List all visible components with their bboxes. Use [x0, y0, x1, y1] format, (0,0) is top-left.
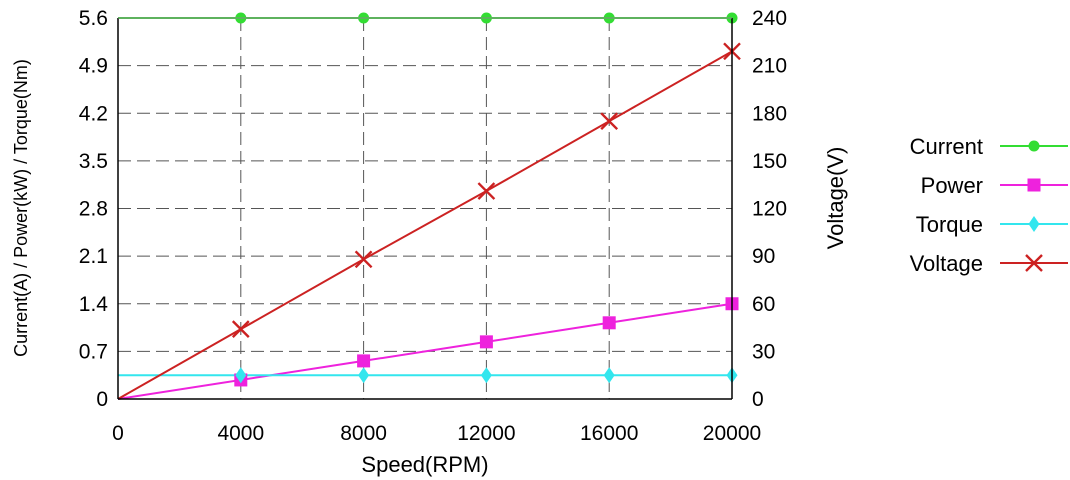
x-axis-title: Speed(RPM)	[361, 452, 488, 477]
power-series-line	[117, 302, 733, 400]
y-left-axis-title: Current(A) / Power(kW) / Torque(Nm)	[11, 59, 31, 357]
torque-data-point	[235, 367, 247, 384]
legend-item-current: Current	[910, 134, 1068, 159]
y-right-tick-label: 120	[752, 198, 787, 221]
x-tick-label: 20000	[703, 422, 761, 445]
voltage-data-point	[231, 320, 250, 338]
legend-item-torque: Torque	[916, 212, 1068, 237]
x-tick-label: 8000	[340, 422, 387, 445]
power-data-point	[479, 335, 493, 349]
x-tick-label: 16000	[580, 422, 638, 445]
series-markers	[231, 12, 741, 387]
y-left-tick-label: 0.7	[79, 340, 108, 363]
y-right-tick-label: 90	[752, 245, 775, 268]
y-left-tick-label: 2.8	[79, 198, 108, 221]
voltage-series-line	[117, 50, 733, 400]
legend-item-power: Power	[921, 173, 1068, 198]
y-left-tick-label: 2.1	[79, 245, 108, 268]
voltage-data-point	[354, 250, 373, 269]
legend-label: Voltage	[910, 251, 983, 276]
legend-label: Power	[921, 173, 983, 198]
axes	[117, 17, 733, 400]
voltage-data-point	[477, 182, 496, 200]
power-data-point	[602, 316, 616, 330]
torque-data-point	[358, 367, 370, 384]
y-right-axis-title: Voltage(V)	[823, 147, 848, 250]
grid-lines	[118, 18, 732, 399]
voltage-data-point	[600, 112, 619, 131]
legend-item-voltage: Voltage	[910, 251, 1068, 276]
power-data-point	[357, 354, 371, 368]
y-left-tick-label: 4.2	[79, 102, 108, 125]
y-left-tick-label: 3.5	[79, 150, 108, 173]
y-right-tick-label: 0	[752, 388, 764, 411]
torque-data-point	[603, 367, 615, 384]
legend-marker	[1025, 254, 1043, 272]
x-tick-label: 12000	[457, 422, 515, 445]
y-right-tick-label: 210	[752, 55, 787, 78]
y-right-tick-label: 240	[752, 7, 787, 30]
legend-label: Torque	[916, 212, 983, 237]
y-left-tick-label: 5.6	[79, 7, 108, 30]
legend-marker	[1028, 216, 1040, 232]
x-tick-label: 4000	[217, 422, 264, 445]
legend-label: Current	[910, 134, 983, 159]
legend-marker	[1027, 178, 1041, 192]
legend: Current Power Torque Voltage	[910, 134, 1068, 276]
y-left-tick-label: 1.4	[79, 293, 109, 316]
legend-marker	[1028, 140, 1040, 152]
y-right-tick-label: 30	[752, 340, 775, 363]
y-left-tick-label: 4.9	[79, 55, 108, 78]
y-right-tick-label: 180	[752, 102, 787, 125]
torque-data-point	[480, 367, 492, 384]
y-right-tick-label: 60	[752, 293, 775, 316]
x-tick-label: 0	[112, 422, 124, 445]
y-right-tick-label: 150	[752, 150, 787, 173]
y-left-tick-label: 0	[96, 388, 108, 411]
